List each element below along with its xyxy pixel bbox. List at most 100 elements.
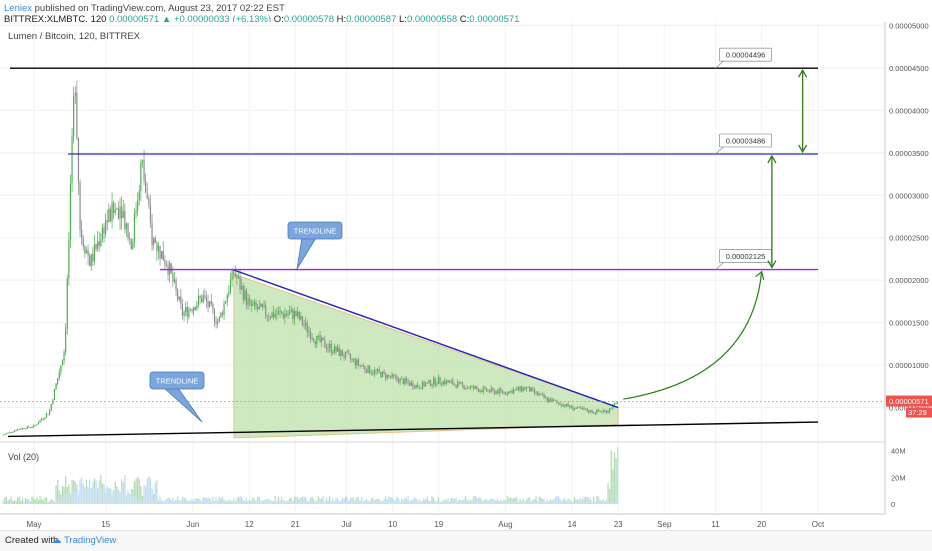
candle-body [74,92,76,96]
volume-bar [583,496,585,504]
candle-body [588,411,590,413]
volume-bar [423,498,425,504]
candle-body [565,403,568,407]
candle-body [436,383,438,385]
candle-body [364,366,366,370]
candle-body [121,206,123,219]
volume-bar [133,481,136,504]
volume-bar [297,497,299,504]
candle-body [581,408,584,410]
volume-bar [148,476,150,504]
trendline-callout-top-text: TRENDLINE [294,227,337,236]
author-link[interactable]: Leniex [4,3,32,14]
level-price-label: 0.00003486 [726,136,766,145]
candle-body [410,382,412,386]
volume-bar [613,452,616,504]
candle-body [93,244,96,262]
grid [0,22,885,514]
volume-bar [527,497,529,504]
candle-body [377,369,379,372]
candle-body [153,237,155,246]
drawings: 0.00004496 0.00003486 0.00002125 TRENDLINE T… [0,47,885,438]
candle-body [212,304,214,310]
candle-body [589,410,592,413]
callout-box [719,133,772,148]
candle-body [447,380,449,383]
volume-bar [322,496,324,504]
candle-body [140,162,142,192]
candle-body [503,391,505,393]
candle-body [343,356,345,358]
candle-body [532,388,534,390]
candle-body [223,303,225,315]
candle-body [325,347,328,349]
volume-bar [506,496,508,504]
candle-body [69,183,72,240]
candle-body [415,384,417,389]
candle-body [530,388,532,392]
candle-body [479,390,481,392]
candle-body [287,314,289,316]
candle-body [466,387,468,389]
candle-body [594,412,596,414]
candle-body [562,404,564,407]
volume-bar [239,496,241,504]
candle-body [65,328,67,353]
candle-body [365,369,368,373]
candle-body [349,354,352,359]
candle-body [97,241,99,250]
volume-bar [447,497,449,504]
candle-body [44,417,46,419]
candle-body [220,312,222,318]
candle-body [529,386,531,392]
candle-body [241,286,243,290]
upper-range-arrow-head-bottom [798,144,808,154]
candle-body [260,303,262,307]
support-trendline [7,421,819,438]
candle-body [546,397,548,402]
candle-body [420,388,422,390]
candle-body [362,366,364,367]
volume-bar [154,482,156,504]
candle-body [473,386,475,389]
candle-body [391,374,393,378]
y-tick-label: 0.00003000 [889,191,929,200]
candle-body [196,304,198,310]
volume-bar [476,498,478,504]
volume-bar [541,498,544,504]
volume-bar [535,496,537,504]
candle-body [68,239,70,279]
candle-body [50,404,52,411]
volume-bar [580,497,582,504]
tradingview-logo[interactable]: ☁ TradingView [52,535,117,546]
candle-body [25,428,27,430]
volume-bar [153,494,155,504]
change-value: +0.00000033 (+6.13%) [173,14,272,25]
volume-bar [335,497,337,504]
candle-body [306,322,308,333]
volume-bar [5,497,8,504]
candle-body [375,370,377,372]
candle-body [273,312,275,318]
candle-body [233,269,235,274]
volume-bar [149,478,152,504]
candle-body [151,223,153,246]
candle-body [617,402,619,404]
volume-bar [564,498,566,504]
price-chart[interactable]: 0.00004496 0.00003486 0.00002125 TRENDLINE T… [0,22,932,530]
candle-body [132,242,134,249]
volume-bar [573,496,576,504]
candle-body [396,376,398,380]
candle-body [537,391,539,395]
volume-bar [413,497,416,504]
volume-bar [44,497,46,504]
candle-body [76,92,78,138]
volume-bar [556,496,558,504]
candle-body [183,312,185,316]
candle-body [82,238,84,247]
volume-bar [610,450,612,504]
candle-body [199,295,201,298]
x-tick-label: Oct [812,520,825,529]
candle-body [26,426,28,429]
volume-tick-label: 0 [891,500,895,509]
